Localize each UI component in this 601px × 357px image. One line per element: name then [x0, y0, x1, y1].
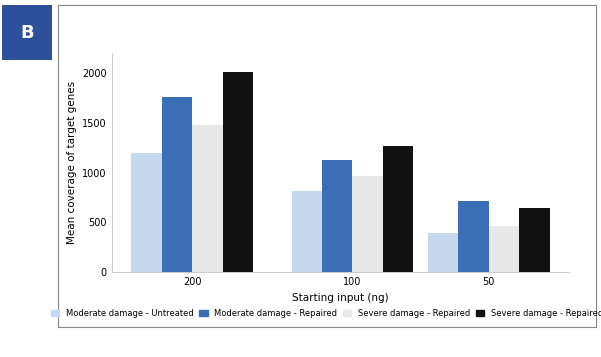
Bar — [352, 176, 383, 272]
Bar — [192, 125, 222, 272]
Bar — [459, 201, 489, 272]
Bar — [383, 146, 413, 272]
Bar — [519, 208, 550, 272]
Y-axis label: Mean coverage of target genes: Mean coverage of target genes — [67, 81, 77, 244]
Bar — [489, 226, 519, 272]
Legend: Moderate damage - Untreated, Moderate damage - Repaired, Severe damage - Repaire: Moderate damage - Untreated, Moderate da… — [49, 307, 601, 320]
Bar — [162, 97, 192, 272]
Bar — [291, 191, 322, 272]
Bar — [428, 233, 459, 272]
Bar — [222, 72, 253, 272]
X-axis label: Starting input (ng): Starting input (ng) — [292, 293, 389, 303]
Bar — [131, 153, 162, 272]
Text: B: B — [20, 24, 34, 41]
Bar — [322, 160, 352, 272]
